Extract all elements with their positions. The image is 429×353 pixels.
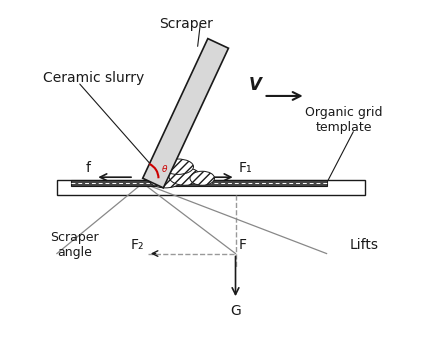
Ellipse shape bbox=[169, 168, 200, 185]
Text: Organic grid
template: Organic grid template bbox=[305, 107, 383, 134]
Text: Scraper
angle: Scraper angle bbox=[50, 231, 99, 259]
Text: f: f bbox=[85, 161, 90, 175]
Text: G: G bbox=[230, 304, 241, 318]
Ellipse shape bbox=[148, 169, 183, 188]
Text: $\theta$: $\theta$ bbox=[161, 163, 168, 174]
Text: V: V bbox=[249, 76, 262, 94]
Ellipse shape bbox=[190, 171, 214, 185]
Text: F: F bbox=[239, 238, 247, 252]
Text: F₁: F₁ bbox=[239, 161, 252, 175]
Ellipse shape bbox=[162, 159, 193, 174]
Bar bbox=[57, 180, 365, 195]
Polygon shape bbox=[143, 38, 229, 188]
Text: Ceramic slurry: Ceramic slurry bbox=[43, 71, 144, 85]
Text: Lifts: Lifts bbox=[350, 238, 379, 252]
Text: Scraper: Scraper bbox=[160, 17, 213, 31]
Bar bbox=[71, 180, 326, 186]
Text: F₂: F₂ bbox=[131, 238, 145, 252]
